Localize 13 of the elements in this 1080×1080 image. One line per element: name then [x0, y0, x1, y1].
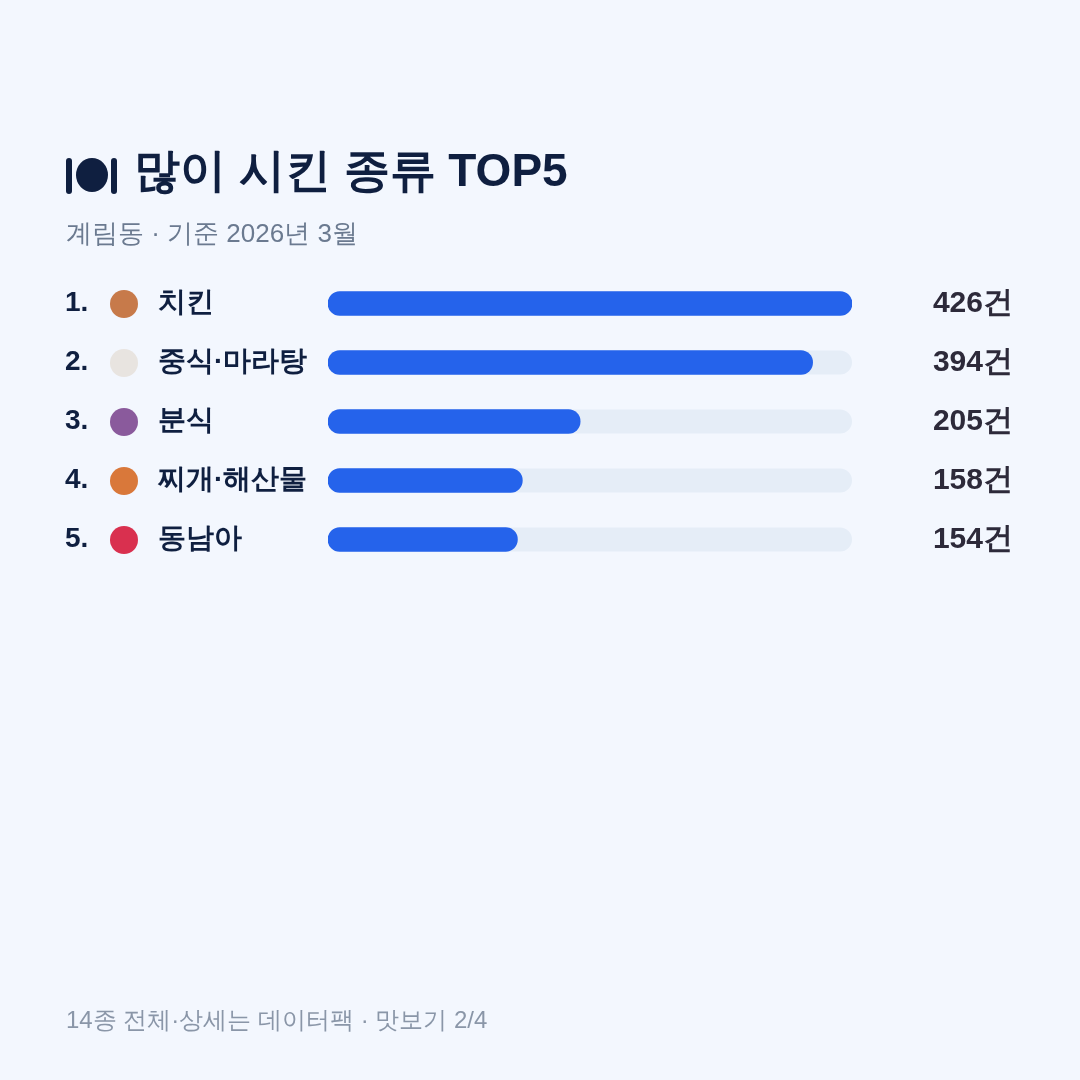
category-label: 1. 치킨 [65, 286, 214, 318]
category-label: 3. 분식 [65, 404, 214, 436]
data-label: 394건 [932, 343, 1013, 377]
chart-subtitle: 계림동 · 기준 2026년 3월 [66, 217, 358, 250]
text: 14종 전체·상세는 데이터팩 · 맛보기 2/4 [66, 1005, 488, 1035]
data-label: 154건 [932, 520, 1013, 554]
data-label: 426건 [932, 284, 1013, 318]
category-label: 4. 찌개·해산물 [65, 463, 308, 495]
category-label: 5. 동남아 [65, 522, 242, 554]
chart-title: 많이 시킨 종류 TOP5 [134, 143, 568, 198]
category-label: 2. 중식·마라탕 [65, 345, 308, 377]
data-label: 158건 [932, 461, 1013, 495]
data-label: 205건 [932, 402, 1013, 436]
